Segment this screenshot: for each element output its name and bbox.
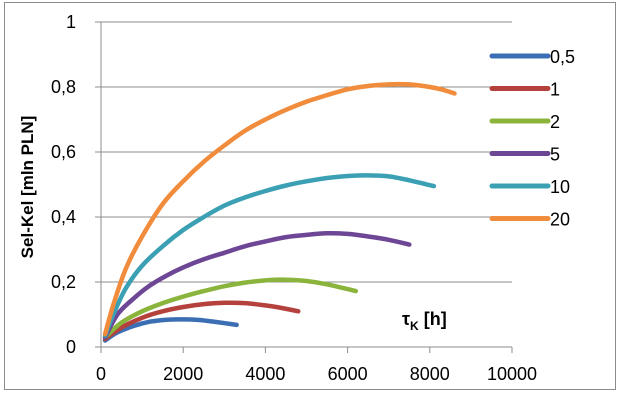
x-tick-label: 2000: [163, 364, 203, 384]
series-line: [102, 317, 239, 343]
tick-labels: 0 0,2 0,4 0,6 0,8 1 0 2000 4000 6000 8000 10000: [51, 12, 537, 384]
y-tick-label: 0,4: [51, 207, 76, 227]
y-tick-label: 0,6: [51, 142, 76, 162]
legend-label: 10: [550, 177, 570, 197]
annotation-subscript: K: [410, 319, 419, 333]
series-line: [102, 277, 359, 340]
annotation-symbol: τ: [402, 309, 410, 329]
x-tick-label: 10000: [487, 364, 537, 384]
y-tick-label: 0,8: [51, 77, 76, 97]
series-line: [102, 300, 301, 342]
gridlines: [101, 21, 512, 283]
legend-label: 20: [550, 210, 570, 230]
x-tick-label: 4000: [245, 364, 285, 384]
legend-label: 2: [550, 112, 560, 132]
series-line: [102, 81, 457, 337]
legend: 0,5 1 2 5 10 20: [489, 47, 575, 230]
axes: [95, 21, 513, 353]
legend-label: 5: [550, 145, 560, 165]
legend-label: 1: [550, 80, 560, 100]
series-line: [102, 173, 437, 338]
y-tick-label: 0: [66, 337, 76, 357]
series-line: [102, 230, 412, 340]
x-tick-label: 0: [96, 364, 106, 384]
y-tick-label: 0,2: [51, 272, 76, 292]
x-axis-annotation: τK [h]: [402, 309, 447, 333]
y-axis-label: Sel-Kel [mln PLN]: [18, 116, 37, 259]
y-tick-label: 1: [66, 12, 76, 32]
legend-label: 0,5: [550, 47, 575, 67]
x-tick-label: 8000: [410, 364, 450, 384]
series-lines: [102, 81, 457, 343]
x-tick-label: 6000: [328, 364, 368, 384]
annotation-unit: [h]: [419, 309, 447, 329]
